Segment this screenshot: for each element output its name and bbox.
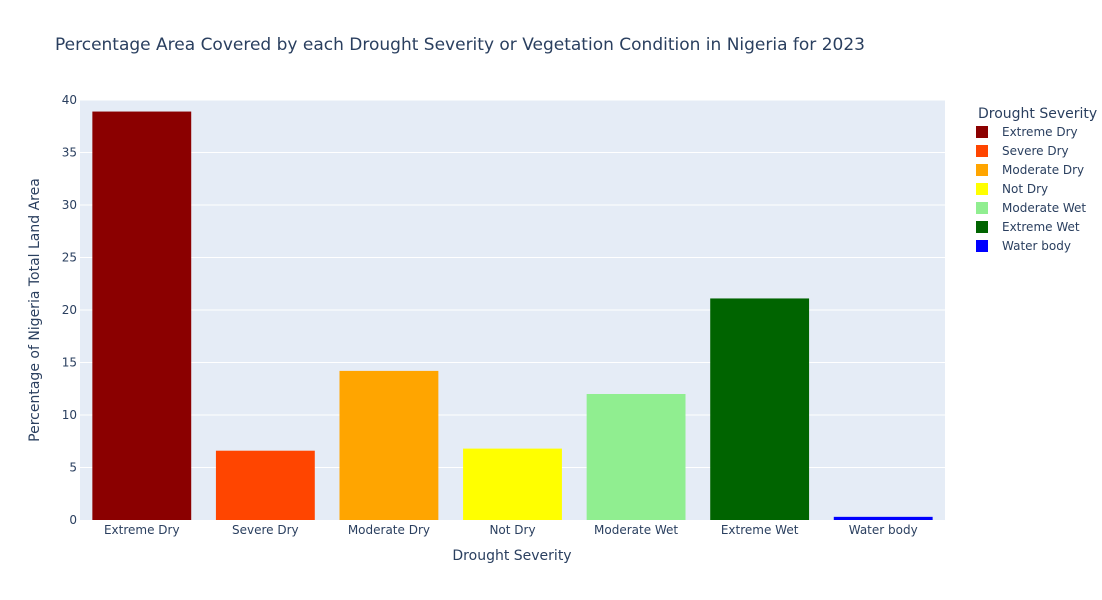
y-tick-label: 30 bbox=[62, 198, 77, 212]
legend-item[interactable]: Severe Dry bbox=[976, 144, 1069, 158]
x-axis-label: Drought Severity bbox=[452, 548, 571, 564]
legend-label: Severe Dry bbox=[1002, 144, 1069, 158]
legend-swatch bbox=[976, 145, 988, 157]
x-tick-label: Water body bbox=[849, 523, 918, 537]
y-tick-label: 20 bbox=[62, 303, 77, 317]
legend-item[interactable]: Extreme Dry bbox=[976, 125, 1078, 139]
legend-swatch bbox=[976, 240, 988, 252]
legend-item[interactable]: Not Dry bbox=[976, 182, 1048, 196]
legend-label: Extreme Dry bbox=[1002, 125, 1078, 139]
y-tick-label: 25 bbox=[62, 251, 77, 265]
legend-label: Water body bbox=[1002, 239, 1071, 253]
x-tick-label: Moderate Wet bbox=[594, 523, 678, 537]
y-tick-label: 5 bbox=[69, 461, 77, 475]
legend-item[interactable]: Extreme Wet bbox=[976, 220, 1080, 234]
legend-label: Not Dry bbox=[1002, 182, 1048, 196]
y-axis-label: Percentage of Nigeria Total Land Area bbox=[27, 178, 43, 442]
bars bbox=[92, 111, 933, 521]
x-axis-ticks: Extreme Dry Severe Dry Moderate Dry Not Dry… bbox=[104, 523, 918, 537]
bar[interactable] bbox=[833, 516, 933, 520]
y-tick-label: 0 bbox=[69, 513, 77, 527]
y-tick-label: 10 bbox=[62, 408, 77, 422]
bar[interactable] bbox=[463, 448, 562, 520]
bar[interactable] bbox=[215, 450, 315, 520]
y-tick-label: 35 bbox=[62, 146, 77, 160]
y-tick-label: 40 bbox=[62, 93, 77, 107]
y-tick-label: 15 bbox=[62, 356, 77, 370]
y-axis-ticks: 0 5 10 15 20 25 30 35 40 bbox=[62, 93, 77, 527]
bar[interactable] bbox=[339, 370, 439, 520]
legend-swatch bbox=[976, 221, 988, 233]
x-tick-label: Not Dry bbox=[489, 523, 535, 537]
legend-swatch bbox=[976, 126, 988, 138]
legend-label: Extreme Wet bbox=[1002, 220, 1080, 234]
legend-swatch bbox=[976, 164, 988, 176]
x-tick-label: Extreme Wet bbox=[721, 523, 799, 537]
legend-label: Moderate Wet bbox=[1002, 201, 1086, 215]
legend-swatch bbox=[976, 183, 988, 195]
legend-item[interactable]: Water body bbox=[976, 239, 1071, 253]
x-tick-label: Extreme Dry bbox=[104, 523, 180, 537]
x-tick-label: Moderate Dry bbox=[348, 523, 430, 537]
legend-title: Drought Severity bbox=[978, 106, 1097, 122]
legend-swatch bbox=[976, 202, 988, 214]
x-tick-label: Severe Dry bbox=[232, 523, 299, 537]
legend: Drought Severity Extreme Dry Severe Dry Mo… bbox=[976, 106, 1097, 253]
legend-item[interactable]: Moderate Dry bbox=[976, 163, 1084, 177]
legend-label: Moderate Dry bbox=[1002, 163, 1084, 177]
bar[interactable] bbox=[92, 111, 192, 521]
bar[interactable] bbox=[710, 298, 810, 520]
chart-title: Percentage Area Covered by each Drought … bbox=[55, 35, 865, 55]
legend-item[interactable]: Moderate Wet bbox=[976, 201, 1086, 215]
bar[interactable] bbox=[586, 394, 686, 520]
